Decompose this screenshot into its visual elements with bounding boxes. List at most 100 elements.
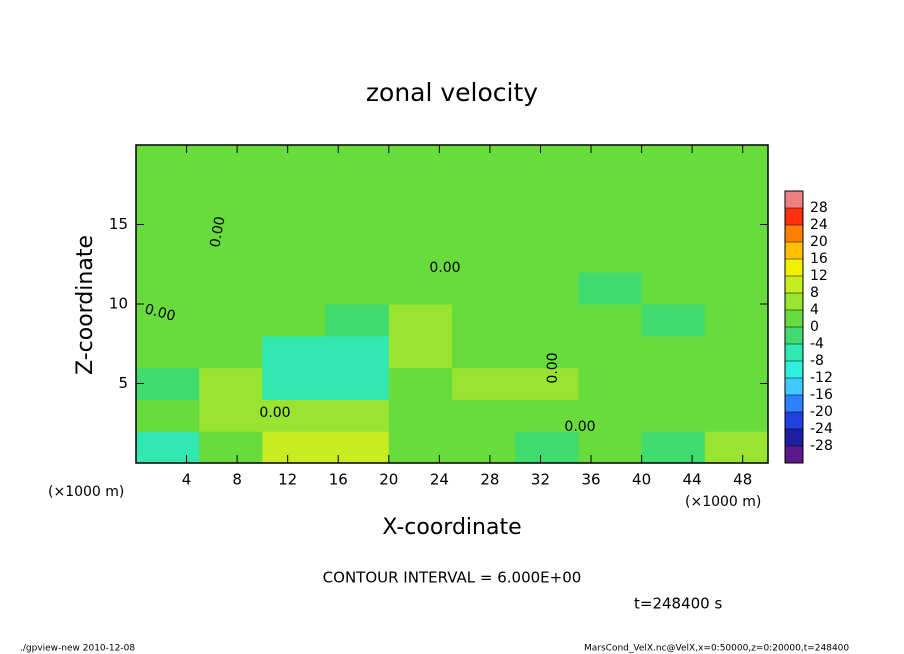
colorbar-swatch [785, 446, 803, 463]
contour-label: 0.00 [429, 260, 460, 276]
field-cell [578, 176, 643, 210]
x-tick-label: 4 [182, 471, 192, 489]
field-cell [199, 399, 263, 432]
contour-label: 0.00 [259, 405, 290, 421]
contour-label: 0.00 [207, 215, 228, 248]
x-unit-label: (×1000 m) [685, 494, 761, 510]
x-tick-label: 40 [632, 471, 651, 489]
field-cell [325, 399, 390, 432]
field-cell [388, 145, 453, 178]
field-cell [641, 272, 706, 305]
colorbar-tick-label: -28 [810, 438, 833, 454]
field-cell [641, 367, 706, 400]
field-cell [325, 208, 390, 241]
field-cell [325, 335, 390, 369]
y-tick-label: 5 [118, 374, 128, 392]
colorbar-tick-label: -20 [810, 404, 833, 420]
field-cell [515, 335, 579, 369]
colorbar-tick-label: -12 [810, 370, 833, 386]
colorbar-tick-label: 16 [810, 251, 828, 267]
field-cell [452, 145, 516, 178]
colorbar-swatch [785, 225, 803, 242]
field-cell [136, 272, 200, 305]
field-cell [704, 304, 769, 337]
field-cell [578, 145, 643, 178]
field-cell [325, 431, 390, 464]
field-cell [388, 399, 453, 432]
field-cell [515, 176, 579, 210]
field-cell [452, 240, 516, 273]
field-cell [388, 367, 453, 400]
field-cell [452, 399, 516, 432]
field-cell [388, 335, 453, 369]
field-cell [136, 176, 200, 210]
field-cell [199, 240, 263, 273]
field-cell [388, 208, 453, 241]
field-cell [262, 399, 327, 432]
time-label: t=248400 s [634, 595, 722, 613]
field-cell [199, 272, 263, 305]
field-cell [136, 304, 200, 337]
x-tick-label: 24 [430, 471, 449, 489]
colorbar-tick-label: 4 [810, 302, 819, 318]
field-cell [199, 367, 263, 400]
field-cell [325, 272, 390, 305]
field-cell [641, 145, 706, 178]
field-cell [704, 272, 769, 305]
x-tick-label: 28 [480, 471, 499, 489]
field-cell [199, 431, 263, 464]
colorbar-tick-label: -16 [810, 387, 833, 403]
field-cell [199, 145, 263, 178]
field-cell [515, 399, 579, 432]
contour-label: 0.00 [143, 301, 177, 325]
field-cell [578, 272, 643, 305]
field-cell [578, 240, 643, 273]
field-cell [704, 335, 769, 369]
field-cell [704, 145, 769, 178]
field-cell [452, 367, 516, 400]
field-cell [388, 176, 453, 210]
field-cell [262, 208, 327, 241]
field-cell [262, 272, 327, 305]
colorbar-swatch [785, 429, 803, 446]
field-cell [704, 431, 769, 464]
field-cell [641, 208, 706, 241]
colorbar-swatch [785, 361, 803, 378]
field-cell [325, 240, 390, 273]
field-cell [704, 176, 769, 210]
field-cell [325, 176, 390, 210]
field-cell [704, 208, 769, 241]
colorbar-tick-label: 0 [810, 319, 819, 335]
field-cell [452, 304, 516, 337]
field-cell [262, 145, 327, 178]
x-axis-label: X-coordinate [382, 515, 521, 540]
field-cell [452, 208, 516, 241]
colorbar-tick-label: -24 [810, 421, 833, 437]
x-tick-label: 36 [581, 471, 600, 489]
field-cell [452, 431, 516, 464]
x-tick-label: 48 [733, 471, 752, 489]
colorbar-swatch [785, 191, 803, 208]
field-cell [262, 240, 327, 273]
x-tick-label: 32 [531, 471, 550, 489]
field-cell [704, 367, 769, 400]
field-cell [388, 304, 453, 337]
field-cell [199, 208, 263, 241]
field-cell [515, 431, 579, 464]
field-cell [452, 272, 516, 305]
field-cell [136, 145, 200, 178]
x-tick-label: 12 [278, 471, 297, 489]
x-tick-label: 8 [232, 471, 242, 489]
field-cell [136, 399, 200, 432]
footer-left: ./gpview-new 2010-12-08 [20, 644, 135, 654]
field-cell [452, 176, 516, 210]
field-cell [136, 335, 200, 369]
colorbar-swatch [785, 259, 803, 276]
colorbar-swatch [785, 242, 803, 259]
field-cell [578, 431, 643, 464]
field-cell [199, 304, 263, 337]
field-cell [641, 335, 706, 369]
y-tick-label: 15 [109, 215, 128, 233]
colorbar-swatch [785, 344, 803, 361]
